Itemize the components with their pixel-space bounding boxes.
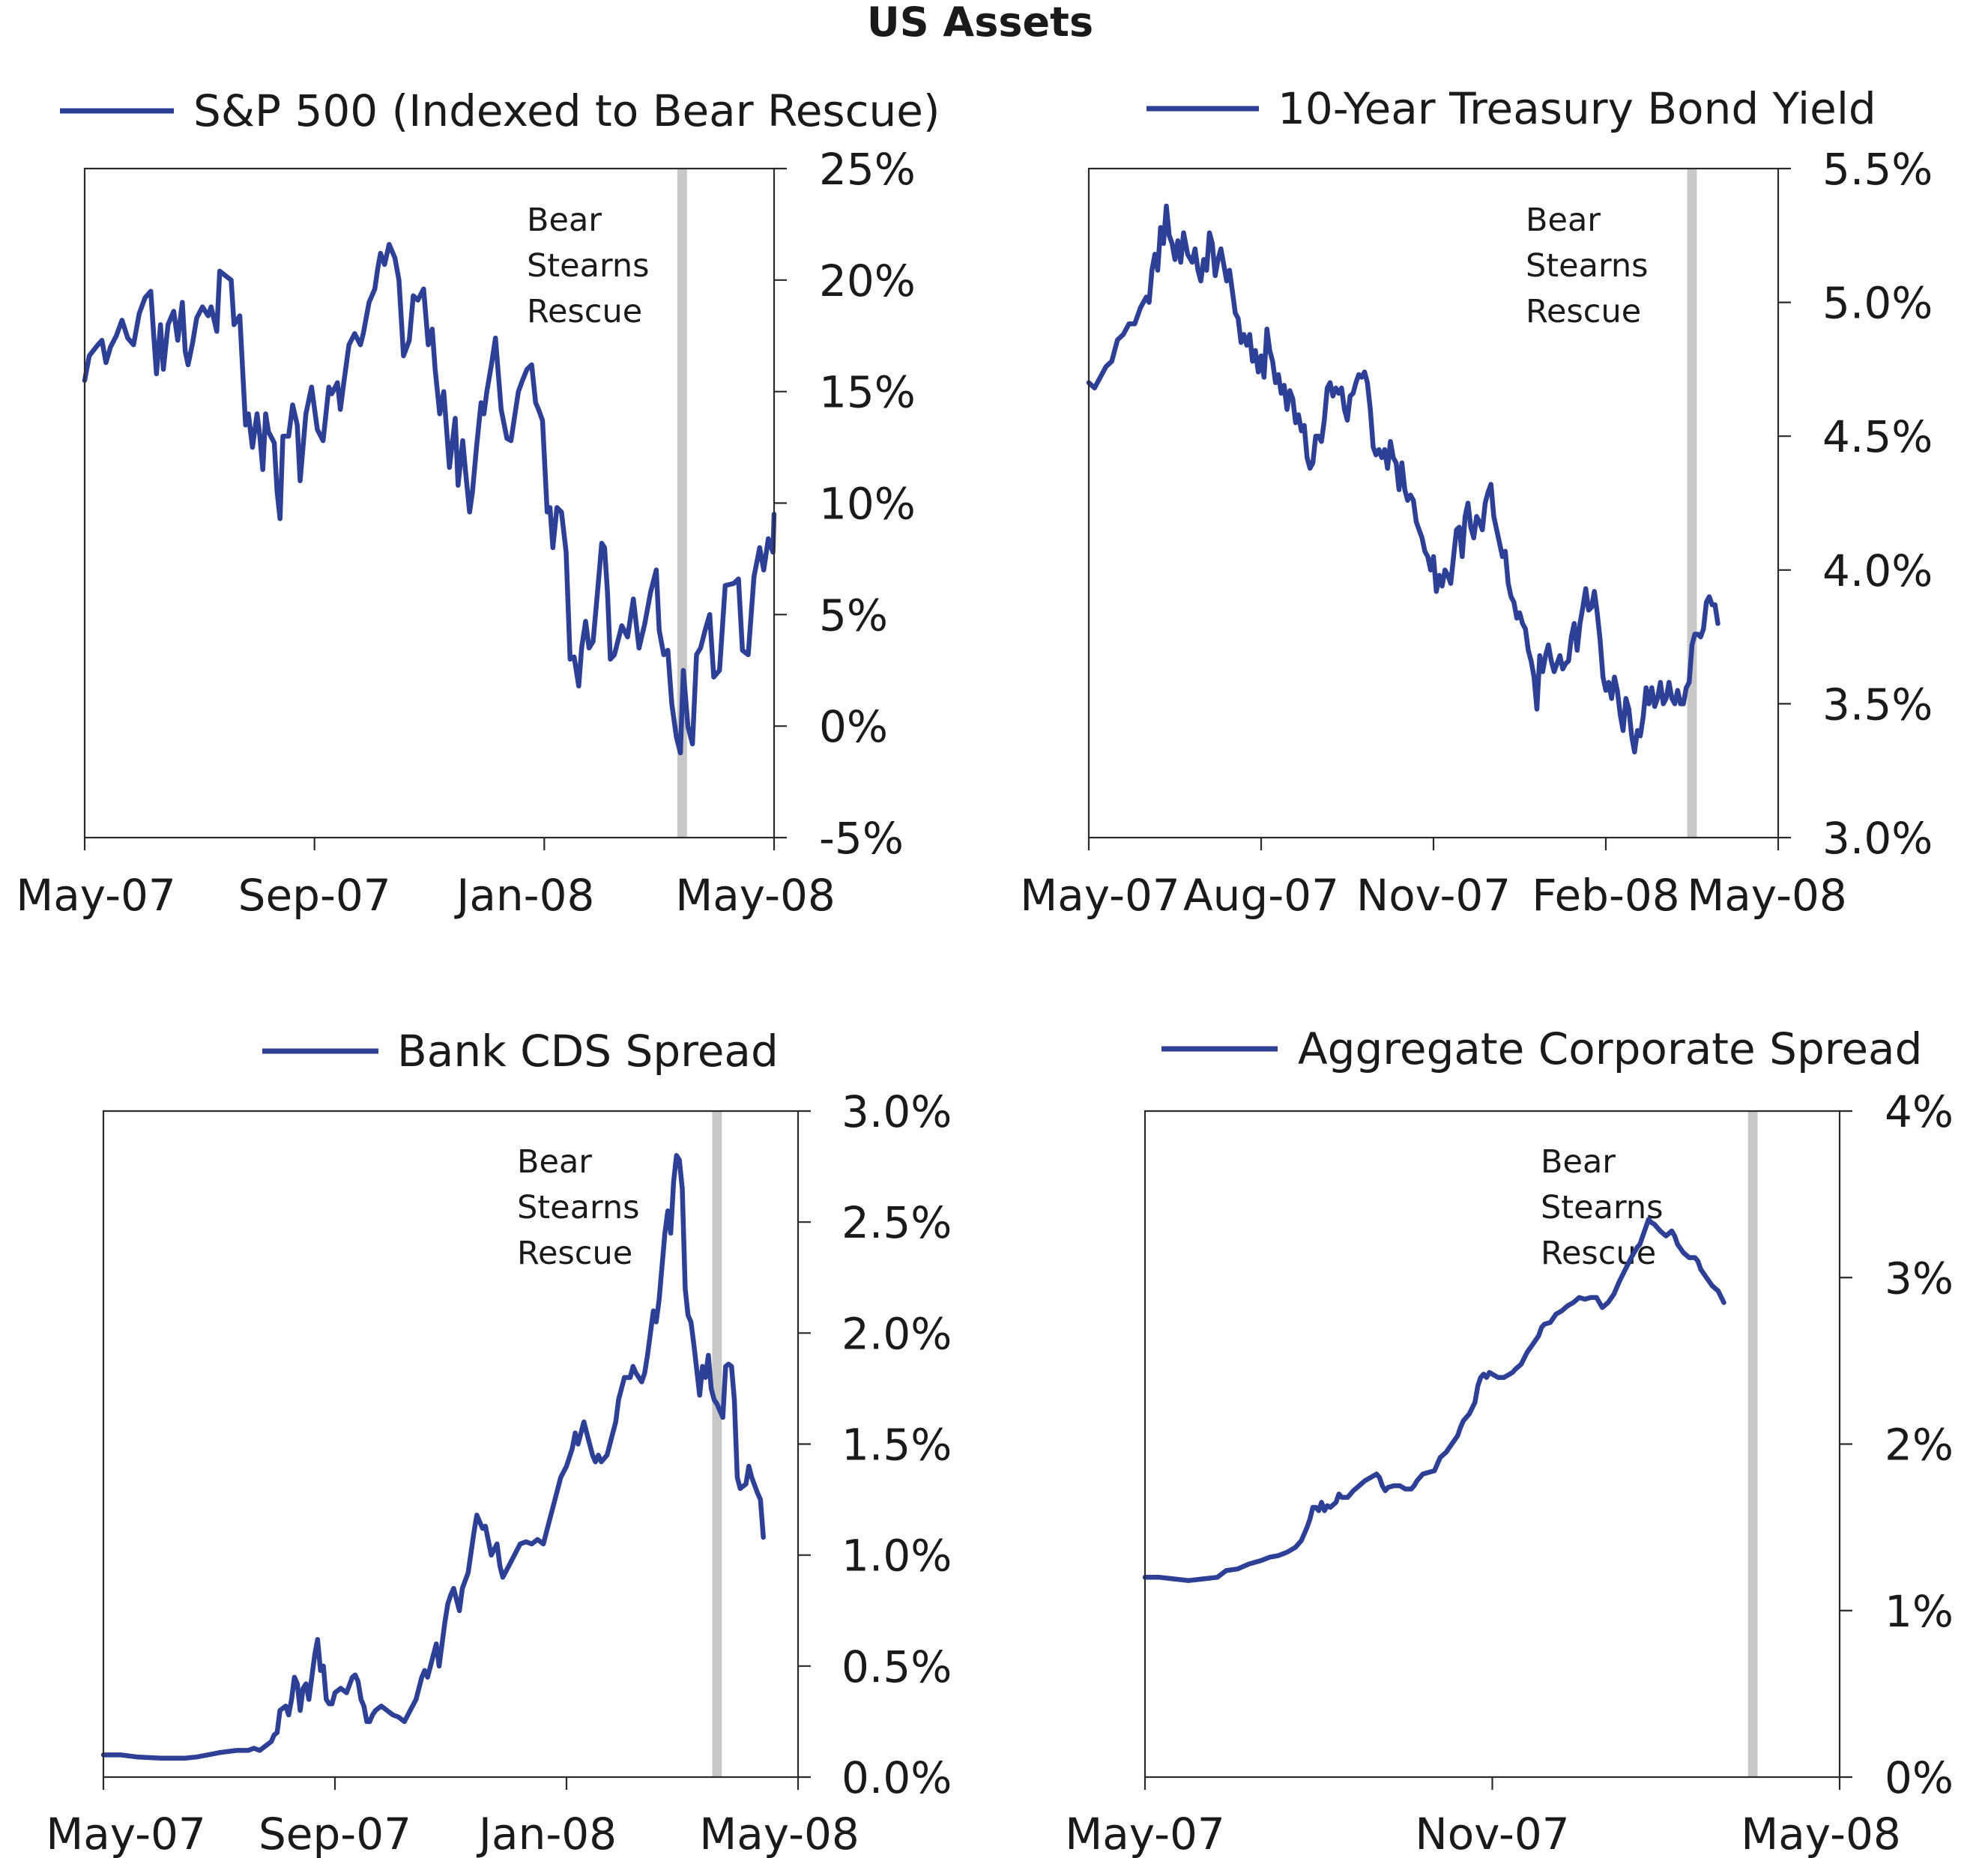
plot-frame [102, 1110, 800, 1779]
x-tick-label: May-07 [1065, 1809, 1225, 1858]
annotation-line: Rescue [1526, 293, 1641, 330]
x-tick-label: Aug-07 [1183, 870, 1339, 921]
annotation-line: Bear [527, 202, 602, 239]
y-tick-label: 4.0% [1822, 545, 1933, 596]
figure-title: US Assets [867, 0, 1093, 46]
legend-label: Aggregate Corporate Spread [1298, 1023, 1922, 1074]
y-tick-label: 5.0% [1822, 278, 1933, 329]
y-tick-label: 1% [1885, 1586, 1954, 1637]
y-tick-label: 3.0% [842, 1086, 952, 1137]
plot-frame [83, 167, 776, 839]
annotation-line: Rescue [1541, 1235, 1656, 1272]
annotation-line: Bear [1526, 202, 1601, 239]
x-tick-label: May-08 [699, 1809, 859, 1858]
annotation-line: Stearns [517, 1189, 640, 1226]
annotation-line: Stearns [1526, 247, 1649, 285]
y-tick-label: 1.5% [842, 1420, 952, 1471]
y-tick-label: -5% [819, 813, 904, 864]
x-tick-label: May-08 [675, 870, 836, 921]
annotation-line: Stearns [527, 247, 650, 285]
y-tick-label: 2% [1885, 1420, 1954, 1471]
y-tick-label: 4.5% [1822, 411, 1933, 462]
y-tick-label: 5.5% [1822, 144, 1933, 195]
legend-label: S&P 500 (Indexed to Bear Rescue) [193, 85, 940, 136]
y-tick-label: 20% [819, 255, 916, 306]
series-line [1142, 1217, 1726, 1583]
series-line [100, 1153, 766, 1761]
y-tick-label: 0.5% [842, 1641, 952, 1692]
x-tick-label: May-07 [16, 870, 176, 921]
x-tick-label: Sep-07 [259, 1809, 411, 1858]
y-tick-label: 3.5% [1822, 679, 1933, 730]
rescue-annotation: Bear Stearns Rescue [1541, 1143, 1664, 1272]
y-tick-label: 4% [1885, 1086, 1954, 1137]
y-tick-label: 10% [819, 479, 916, 530]
plot-frame [1087, 167, 1780, 839]
annotation-line: Bear [517, 1143, 592, 1181]
chart-panel-1: S&P 500 (Indexed to Bear Rescue) Bear Stea… [16, 85, 940, 921]
y-tick-label: 25% [819, 144, 916, 195]
chart-panel-2: 10-Year Treasury Bond Yield Bear Stearns Re… [1020, 83, 1933, 921]
plot-frame [1143, 1110, 1841, 1779]
y-tick-label: 5% [819, 590, 888, 641]
annotation-line: Bear [1541, 1143, 1616, 1181]
rescue-annotation: Bear Stearns Rescue [527, 202, 650, 330]
x-tick-label: Jan-08 [454, 870, 594, 921]
y-tick-label: 3.0% [1822, 813, 1933, 864]
chart-panel-3: Bank CDS Spread Bear Stearns Rescue 3.0% 2.5%… [46, 1026, 952, 1858]
x-tick-label: May-07 [1020, 870, 1180, 921]
series-line [82, 241, 777, 756]
x-tick-label: Nov-07 [1356, 870, 1511, 921]
chart-panel-4: Aggregate Corporate Spread Bear Stearns Res… [1065, 1023, 1954, 1858]
legend-label: 10-Year Treasury Bond Yield [1278, 83, 1876, 134]
x-tick-label: May-08 [1741, 1809, 1901, 1858]
rescue-annotation: Bear Stearns Rescue [1526, 202, 1649, 330]
annotation-line: Stearns [1541, 1189, 1664, 1226]
annotation-line: Rescue [517, 1235, 632, 1272]
x-tick-label: Nov-07 [1415, 1809, 1569, 1858]
x-tick-label: May-08 [1687, 870, 1847, 921]
legend-label: Bank CDS Spread [397, 1026, 779, 1077]
y-tick-label: 0% [1885, 1752, 1954, 1803]
x-tick-label: May-07 [46, 1809, 206, 1858]
x-tick-label: Feb-08 [1532, 870, 1679, 921]
y-tick-label: 0% [819, 701, 888, 752]
y-tick-label: 0.0% [842, 1752, 952, 1803]
y-tick-label: 2.5% [842, 1197, 952, 1248]
series-line [1086, 203, 1720, 754]
annotation-line: Rescue [527, 293, 642, 330]
x-tick-label: Sep-07 [238, 870, 391, 921]
y-tick-label: 3% [1885, 1253, 1954, 1304]
y-tick-label: 2.0% [842, 1308, 952, 1359]
y-tick-label: 15% [819, 367, 916, 418]
y-tick-label: 1.0% [842, 1531, 952, 1582]
rescue-annotation: Bear Stearns Rescue [517, 1143, 640, 1272]
x-tick-label: Jan-08 [477, 1809, 617, 1858]
